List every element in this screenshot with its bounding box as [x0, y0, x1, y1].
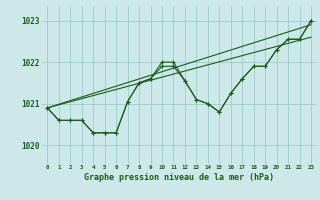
X-axis label: Graphe pression niveau de la mer (hPa): Graphe pression niveau de la mer (hPa) [84, 173, 274, 182]
